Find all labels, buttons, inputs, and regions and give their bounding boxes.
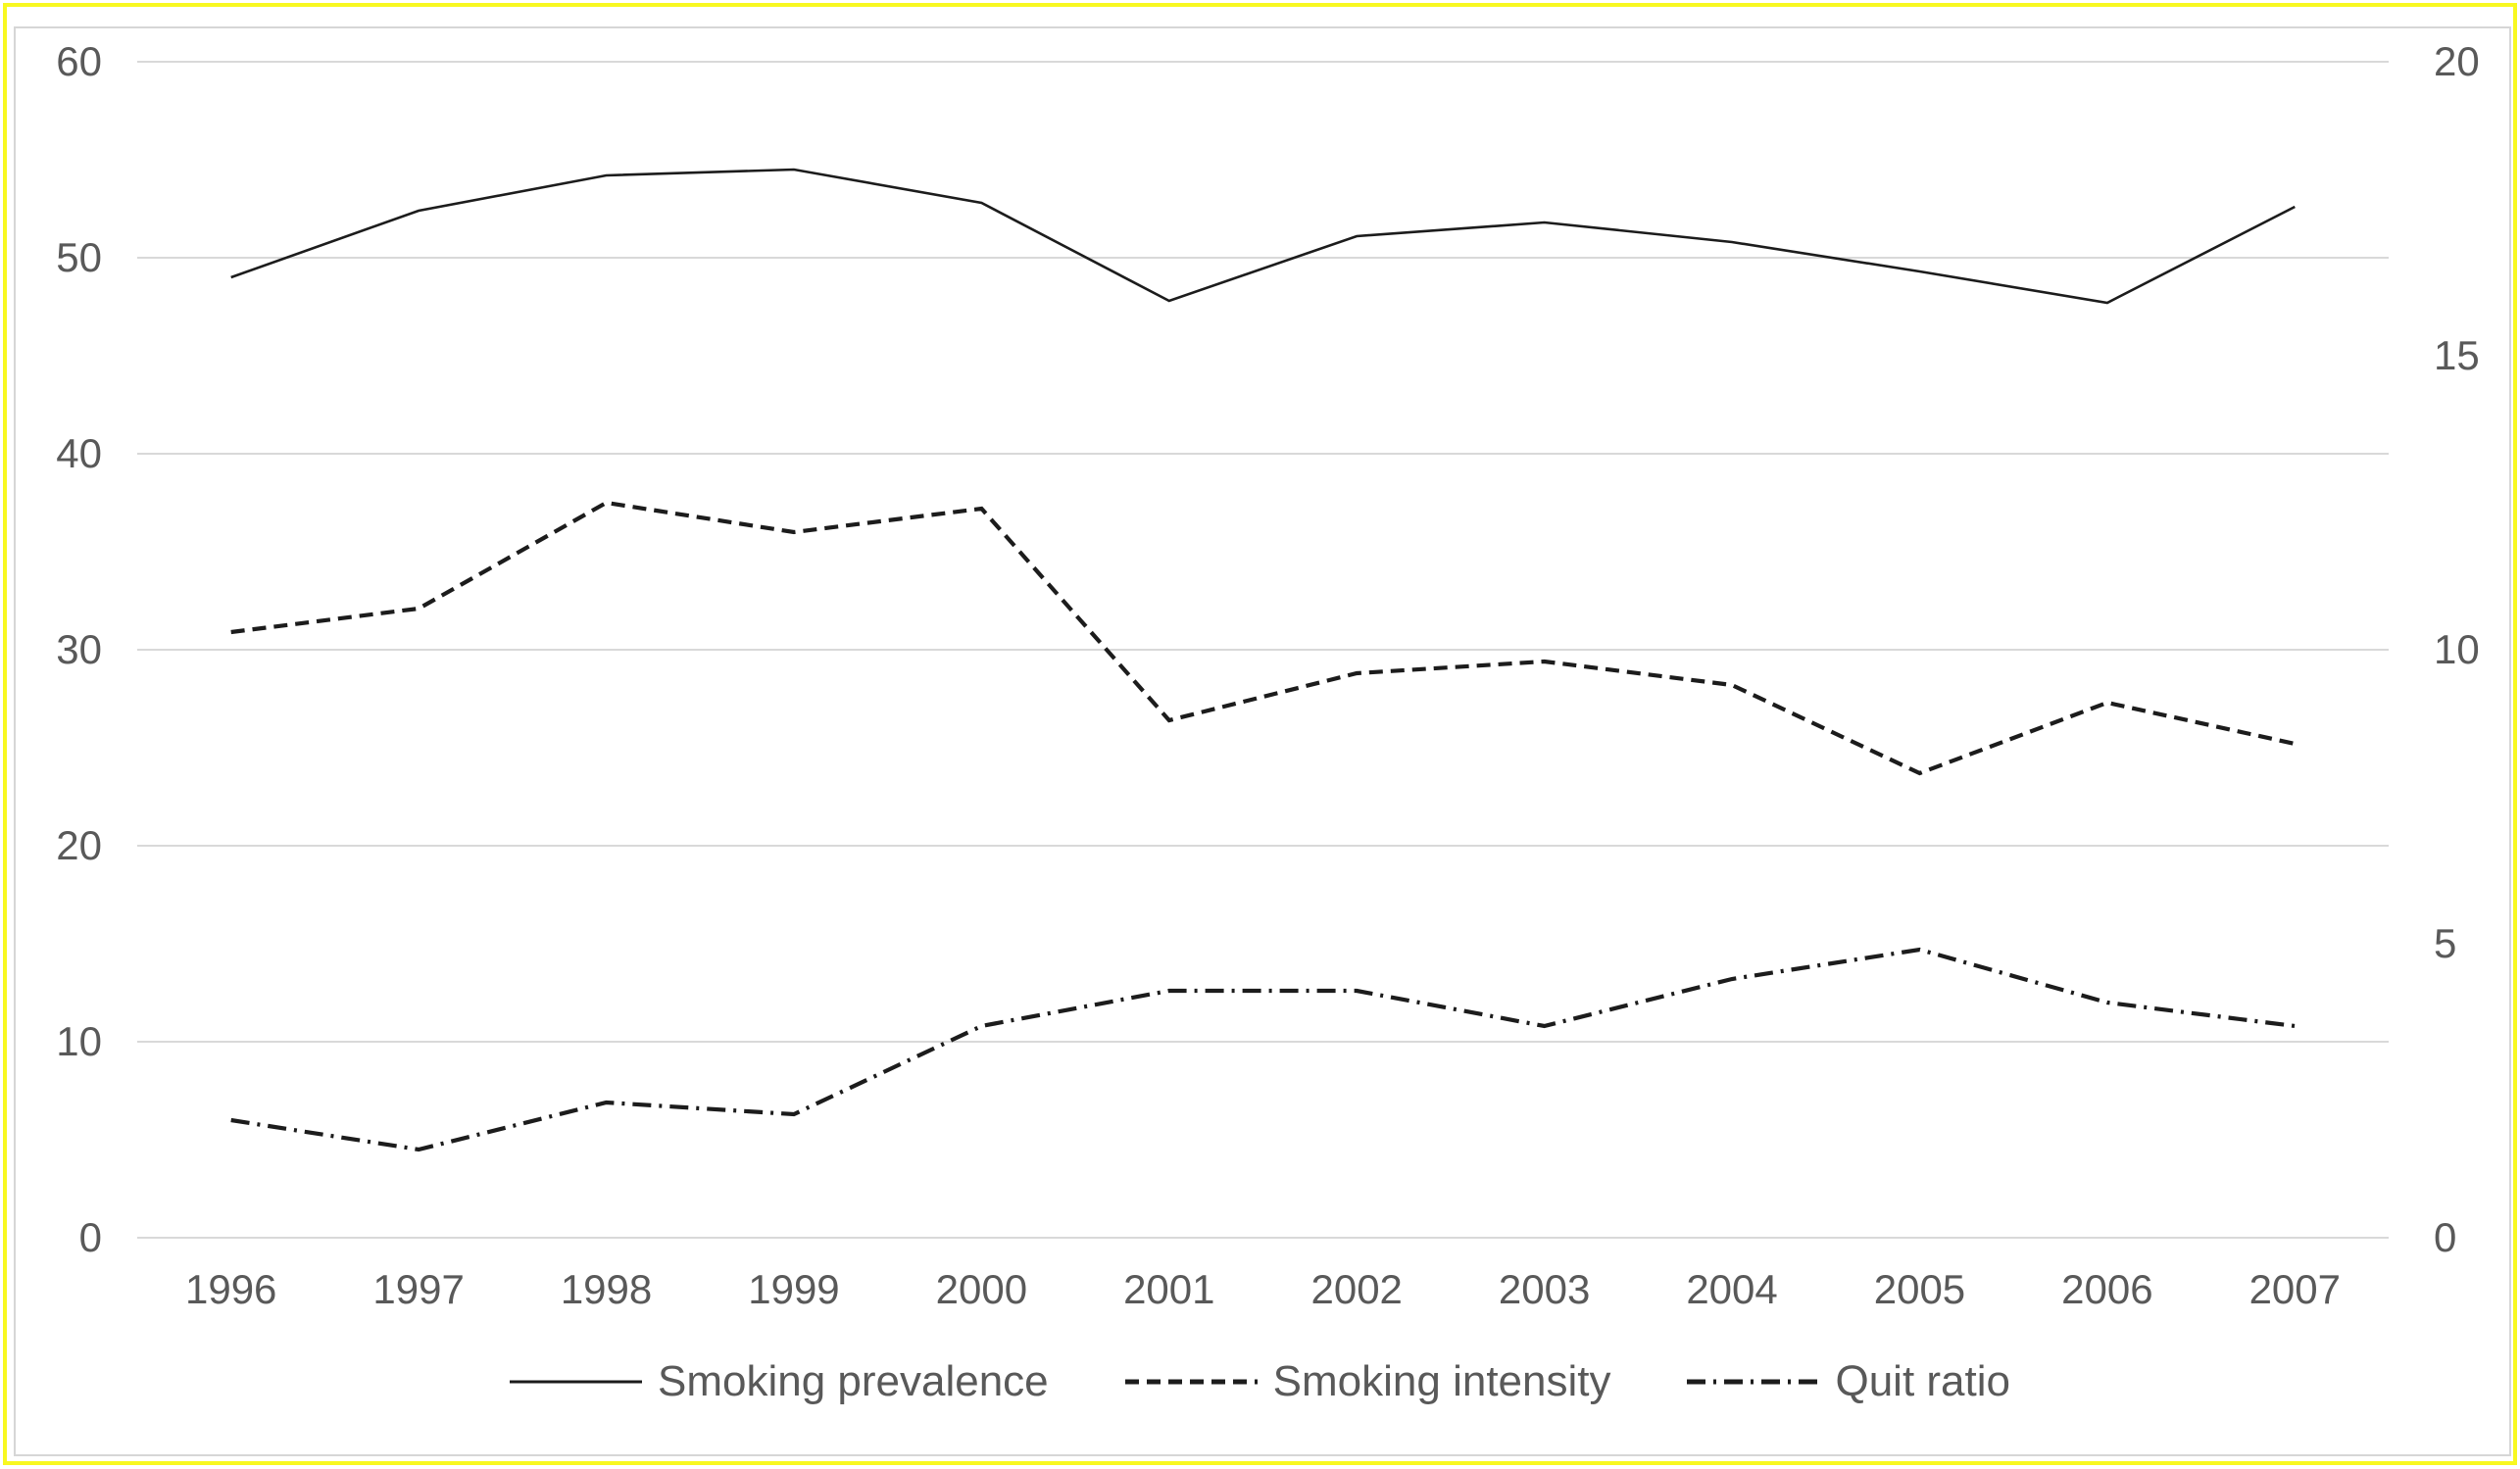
legend-label: Smoking prevalence (657, 1357, 1049, 1405)
legend-item-smoking-prevalence: Smoking prevalence (509, 1356, 1049, 1407)
x-axis-tick: 2007 (2248, 1266, 2341, 1312)
y-axis-tick-right: 15 (2434, 332, 2480, 378)
y-axis-tick-right: 5 (2434, 920, 2457, 966)
series-quit-ratio (230, 947, 2296, 1152)
y-axis-tick-right: 0 (2434, 1214, 2457, 1260)
series-smoking-intensity (230, 500, 2296, 776)
series-smoking-prevalence (230, 168, 2296, 305)
x-axis-tick: 2005 (1873, 1266, 1966, 1312)
y-axis-tick-left: 40 (56, 430, 102, 476)
x-axis-tick: 1996 (184, 1266, 277, 1312)
legend-label: Quit ratio (1835, 1357, 2010, 1405)
chart-frame (14, 26, 2511, 1456)
y-axis-tick-left: 30 (56, 626, 102, 672)
y-axis-tick-right: 20 (2434, 38, 2480, 84)
x-axis-tick: 1998 (560, 1266, 653, 1312)
x-axis-tick: 2001 (1123, 1266, 1215, 1312)
y-axis-tick-left: 50 (56, 234, 102, 280)
x-axis-tick: 1999 (748, 1266, 840, 1312)
solid-line-icon (509, 1380, 642, 1384)
legend: Smoking prevalence Smoking intensity Qui… (0, 1356, 2520, 1407)
x-axis-tick: 2006 (2061, 1266, 2153, 1312)
dashed-line-icon (1124, 1379, 1258, 1385)
y-axis-tick-right: 10 (2434, 626, 2480, 672)
y-axis-tick-left: 10 (56, 1018, 102, 1064)
legend-item-smoking-intensity: Smoking intensity (1124, 1356, 1611, 1407)
y-axis-tick-left: 20 (56, 822, 102, 868)
legend-item-quit-ratio: Quit ratio (1687, 1356, 2010, 1407)
y-axis-tick-left: 0 (78, 1214, 102, 1260)
x-axis-tick: 1997 (372, 1266, 465, 1312)
x-axis-tick: 2000 (935, 1266, 1028, 1312)
x-axis-tick: 2003 (1498, 1266, 1591, 1312)
x-axis-tick: 2004 (1686, 1266, 1778, 1312)
y-axis-tick-left: 60 (56, 38, 102, 84)
dash-dot-line-icon (1687, 1379, 1820, 1385)
x-axis-tick: 2002 (1310, 1266, 1403, 1312)
legend-label: Smoking intensity (1272, 1357, 1611, 1405)
